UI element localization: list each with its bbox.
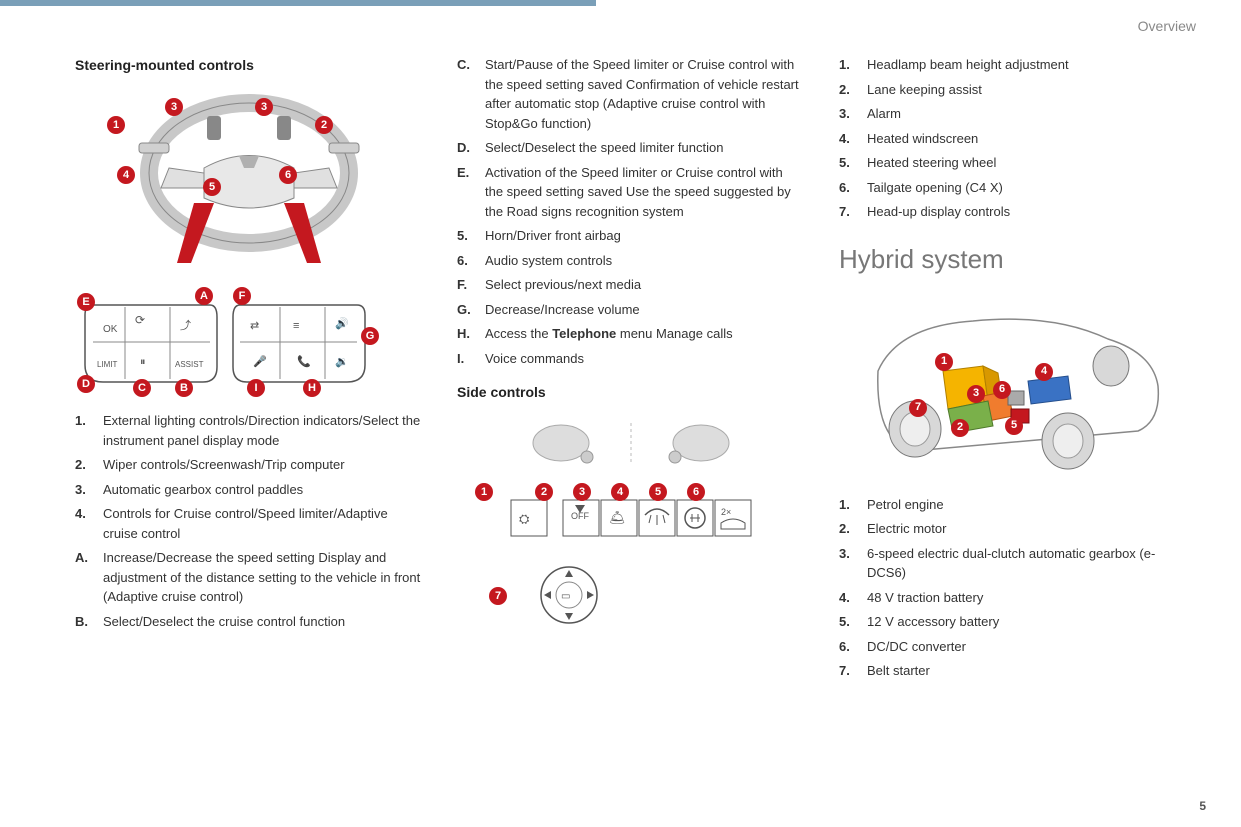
hybrid-marker-7: 7: [909, 399, 927, 417]
steering-wheel-svg: [119, 88, 379, 273]
side-marker-7: 7: [489, 587, 507, 605]
marker-C: C: [133, 379, 151, 397]
list-item: 3.Automatic gearbox control paddles: [75, 480, 422, 500]
list-item: 3.Alarm: [839, 104, 1186, 124]
marker-E: E: [77, 293, 95, 311]
svg-text:⏸: ⏸: [140, 356, 146, 368]
hybrid-system-diagram: 1 2 3 4 5 6 7: [839, 291, 1186, 481]
list-item: B.Select/Deselect the cruise control fun…: [75, 612, 422, 632]
svg-text:⟳: ⟳: [135, 313, 145, 327]
steering-controls-title: Steering-mounted controls: [75, 55, 422, 76]
list-item: 1.Headlamp beam height adjustment: [839, 55, 1186, 75]
list-item: 7.Belt starter: [839, 661, 1186, 681]
side-marker-5: 5: [649, 483, 667, 501]
svg-text:🔊: 🔊: [335, 316, 349, 330]
svg-text:🛎: 🛎: [609, 510, 626, 525]
svg-text:⤴: ⤴: [180, 318, 191, 332]
marker-6: 6: [279, 166, 297, 184]
list-item: 6.DC/DC converter: [839, 637, 1186, 657]
marker-B: B: [175, 379, 193, 397]
svg-text:LIMIT: LIMIT: [97, 360, 118, 369]
marker-5: 5: [203, 178, 221, 196]
marker-H: H: [303, 379, 321, 397]
svg-text:⛭: ⛭: [519, 511, 530, 526]
side-marker-2: 2: [535, 483, 553, 501]
list-item: H.Access the Telephone menu Manage calls: [457, 324, 804, 344]
side-controls-svg: ⛭ OFF 🛎 2× ▭: [491, 415, 771, 635]
marker-3b: 3: [255, 98, 273, 116]
side-controls-diagram: ⛭ OFF 🛎 2× ▭: [457, 415, 804, 635]
svg-text:2×: 2×: [721, 507, 731, 517]
page-content: Steering-mounted controls: [75, 55, 1186, 787]
marker-3a: 3: [165, 98, 183, 116]
list-item: 2.Lane keeping assist: [839, 80, 1186, 100]
list-item: 7.Head-up display controls: [839, 202, 1186, 222]
list-item: 2.Wiper controls/Screenwash/Trip compute…: [75, 455, 422, 475]
svg-text:🔉: 🔉: [335, 356, 349, 368]
hybrid-system-title: Hybrid system: [839, 240, 1186, 279]
side-controls-list: 1.Headlamp beam height adjustment 2.Lane…: [839, 55, 1186, 222]
page-number: 5: [1199, 797, 1206, 815]
column-2: C.Start/Pause of the Speed limiter or Cr…: [457, 55, 804, 787]
list-item: A.Increase/Decrease the speed setting Di…: [75, 548, 422, 607]
list-item: 4.48 V traction battery: [839, 588, 1186, 608]
marker-F: F: [233, 287, 251, 305]
list-item: 1.External lighting controls/Direction i…: [75, 411, 422, 450]
list-item: 2.Electric motor: [839, 519, 1186, 539]
steering-pads-diagram: OK ⟳ ⤴ LIMIT ⏸ ASSIST ⇄ ≡ 🔊 🎤 📞 🔉 E A: [75, 287, 422, 397]
svg-text:▭: ▭: [561, 591, 570, 602]
list-item: 4.Heated windscreen: [839, 129, 1186, 149]
list-item: F.Select previous/next media: [457, 275, 804, 295]
list-item: 3.6-speed electric dual-clutch automatic…: [839, 544, 1186, 583]
list-item: 5.Horn/Driver front airbag: [457, 226, 804, 246]
hybrid-marker-1: 1: [935, 353, 953, 371]
side-controls-title: Side controls: [457, 382, 804, 403]
svg-text:⇄: ⇄: [250, 320, 259, 332]
hybrid-svg: [853, 291, 1173, 481]
list-item: D.Select/Deselect the speed limiter func…: [457, 138, 804, 158]
list-item: 5.Heated steering wheel: [839, 153, 1186, 173]
list-item: 5.12 V accessory battery: [839, 612, 1186, 632]
column-3: 1.Headlamp beam height adjustment 2.Lane…: [839, 55, 1186, 787]
marker-A: A: [195, 287, 213, 305]
marker-D: D: [77, 375, 95, 393]
svg-text:≡: ≡: [293, 320, 299, 332]
hybrid-marker-2: 2: [951, 419, 969, 437]
svg-text:OK: OK: [103, 324, 118, 335]
steering-wheel-diagram: 1 2 3 3 4 5 6: [75, 88, 422, 273]
side-marker-3: 3: [573, 483, 591, 501]
list-item: 1.Petrol engine: [839, 495, 1186, 515]
accent-bar: [0, 0, 596, 6]
steering-list-1: 1.External lighting controls/Direction i…: [75, 411, 422, 631]
page-header: Overview: [1138, 16, 1196, 37]
marker-1: 1: [107, 116, 125, 134]
svg-text:ASSIST: ASSIST: [175, 360, 204, 369]
side-marker-1: 1: [475, 483, 493, 501]
list-item: 6.Tailgate opening (C4 X): [839, 178, 1186, 198]
hybrid-marker-3: 3: [967, 385, 985, 403]
marker-I: I: [247, 379, 265, 397]
hybrid-list: 1.Petrol engine 2.Electric motor 3.6-spe…: [839, 495, 1186, 681]
list-item: C.Start/Pause of the Speed limiter or Cr…: [457, 55, 804, 133]
svg-text:🎤: 🎤: [253, 354, 267, 368]
steering-pads-svg: OK ⟳ ⤴ LIMIT ⏸ ASSIST ⇄ ≡ 🔊 🎤 📞 🔉: [75, 287, 375, 397]
svg-text:📞: 📞: [297, 354, 311, 368]
hybrid-marker-5: 5: [1005, 417, 1023, 435]
hybrid-marker-6: 6: [993, 381, 1011, 399]
list-item: 6.Audio system controls: [457, 251, 804, 271]
list-item: I.Voice commands: [457, 349, 804, 369]
side-marker-6: 6: [687, 483, 705, 501]
list-item: G.Decrease/Increase volume: [457, 300, 804, 320]
hybrid-marker-4: 4: [1035, 363, 1053, 381]
column-1: Steering-mounted controls: [75, 55, 422, 787]
list-item: 4.Controls for Cruise control/Speed limi…: [75, 504, 422, 543]
side-marker-4: 4: [611, 483, 629, 501]
marker-4: 4: [117, 166, 135, 184]
marker-2: 2: [315, 116, 333, 134]
steering-list-2: C.Start/Pause of the Speed limiter or Cr…: [457, 55, 804, 368]
marker-G: G: [361, 327, 379, 345]
list-item: E.Activation of the Speed limiter or Cru…: [457, 163, 804, 222]
